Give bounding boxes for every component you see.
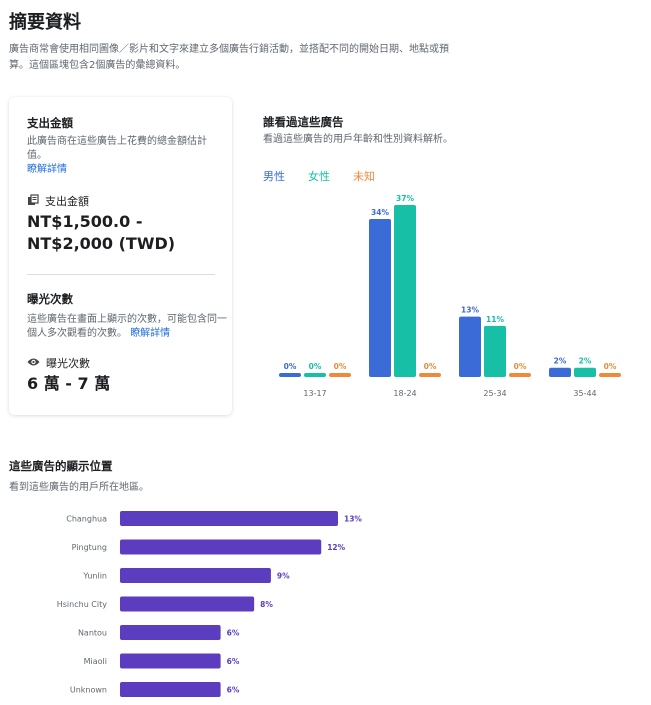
spend-title: 支出金額 xyxy=(27,116,73,130)
region-value-label: 6% xyxy=(227,657,240,666)
age-bar-13-17-1[interactable] xyxy=(304,373,326,377)
age-bar-label: 34% xyxy=(371,208,389,217)
region-label: Pingtung xyxy=(72,543,107,552)
impressions-value: 6 萬 - 7 萬 xyxy=(27,374,111,393)
age-bar-label: 0% xyxy=(284,362,297,371)
spend-metric-label: 支出金額 xyxy=(27,193,89,209)
age-bar-25-34-2[interactable] xyxy=(509,373,531,377)
age-bar-label: 2% xyxy=(579,357,592,366)
age-tick-label: 18-24 xyxy=(393,389,416,398)
region-bar-Pingtung[interactable] xyxy=(120,539,322,555)
summary-card: 支出金額 此廣告商在這些廣告上花費的總金額估計值。 瞭解詳情 支出金額 NT$1… xyxy=(9,97,232,415)
region-value-label: 9% xyxy=(277,572,290,581)
region-bar-Unknown[interactable] xyxy=(120,682,221,697)
region-label: Hsinchu City xyxy=(57,600,108,609)
receipt-icon xyxy=(27,193,39,209)
age-bar-label: 11% xyxy=(486,315,504,324)
spend-value: NT$1,500.0 - NT$2,000 (TWD) xyxy=(27,211,175,255)
legend-unknown[interactable]: 未知 xyxy=(353,170,375,183)
impressions-description: 這些廣告在畫面上顯示的次數，可能包含同一個人多次觀看的次數。 瞭解詳情 xyxy=(27,313,227,341)
age-bar-label: 0% xyxy=(604,362,617,371)
region-bar-Yunlin[interactable] xyxy=(120,568,271,583)
card-divider xyxy=(27,274,215,275)
age-bar-label: 13% xyxy=(461,306,479,315)
age-bar-13-17-0[interactable] xyxy=(279,373,301,377)
audience-description: 看過這些廣告的用戶年齡和性別資料解析。 xyxy=(263,134,453,145)
legend-female[interactable]: 女性 xyxy=(308,170,330,183)
age-bar-label: 0% xyxy=(334,362,347,371)
geo-title: 這些廣告的顯示位置 xyxy=(9,459,113,473)
spend-description-text: 此廣告商在這些廣告上花費的總金額估計值。 xyxy=(27,136,207,161)
spend-learn-more-link[interactable]: 瞭解詳情 xyxy=(27,164,67,175)
region-value-label: 8% xyxy=(260,600,273,609)
page-title: 摘要資料 xyxy=(9,12,81,33)
age-bar-label: 37% xyxy=(396,194,414,203)
age-bar-label: 0% xyxy=(424,362,437,371)
region-value-label: 13% xyxy=(344,515,362,524)
impressions-metric-label-text: 曝光次數 xyxy=(46,357,90,370)
region-value-label: 6% xyxy=(227,686,240,695)
region-value-label: 6% xyxy=(227,629,240,638)
impressions-learn-more-link[interactable]: 瞭解詳情 xyxy=(130,328,171,339)
region-bar-Changhua[interactable] xyxy=(120,511,338,526)
region-label: Miaoli xyxy=(84,657,107,666)
region-value-label: 12% xyxy=(327,543,345,552)
eye-icon xyxy=(27,357,40,370)
age-bar-25-34-1[interactable] xyxy=(484,325,506,377)
spend-description: 此廣告商在這些廣告上花費的總金額估計值。 瞭解詳情 xyxy=(27,135,217,177)
age-bar-label: 0% xyxy=(514,362,527,371)
impressions-metric-label: 曝光次數 xyxy=(27,355,90,371)
region-bar-Nantou[interactable] xyxy=(120,625,221,640)
region-label: Nantou xyxy=(78,629,107,638)
spend-value-line2: NT$2,000 (TWD) xyxy=(27,234,176,253)
age-tick-label: 25-34 xyxy=(483,389,506,398)
age-bar-35-44-1[interactable] xyxy=(574,367,596,377)
spend-value-line1: NT$1,500.0 - xyxy=(27,212,143,231)
age-bar-35-44-2[interactable] xyxy=(599,373,621,377)
audience-title: 誰看過這些廣告 xyxy=(263,115,344,129)
impressions-title: 曝光次數 xyxy=(27,292,73,306)
region-label: Changhua xyxy=(66,515,107,524)
spend-metric-label-text: 支出金額 xyxy=(45,195,89,208)
age-bar-35-44-0[interactable] xyxy=(549,367,571,377)
age-bar-25-34-0[interactable] xyxy=(459,316,481,377)
geo-description: 看到這些廣告的用戶所在地區。 xyxy=(9,482,149,493)
age-bar-label: 2% xyxy=(554,357,567,366)
impressions-description-text: 這些廣告在畫面上顯示的次數，可能包含同一個人多次觀看的次數。 xyxy=(27,314,227,339)
age-bar-18-24-2[interactable] xyxy=(419,373,441,377)
age-bar-label: 0% xyxy=(309,362,322,371)
age-tick-label: 35-44 xyxy=(573,389,596,398)
region-label: Yunlin xyxy=(82,572,107,581)
region-bar-Miaoli[interactable] xyxy=(120,653,221,669)
legend-male[interactable]: 男性 xyxy=(263,170,285,183)
age-bar-18-24-0[interactable] xyxy=(369,218,391,377)
intro-text: 廣告商常會使用相同圖像／影片和文字來建立多個廣告行銷活動，並搭配不同的開始日期、… xyxy=(9,44,449,71)
region-label: Unknown xyxy=(70,686,107,695)
region-bar-Hsinchu City[interactable] xyxy=(120,596,255,612)
age-bar-13-17-2[interactable] xyxy=(329,373,351,377)
age-bar-18-24-1[interactable] xyxy=(394,205,416,377)
age-tick-label: 13-17 xyxy=(303,389,326,398)
